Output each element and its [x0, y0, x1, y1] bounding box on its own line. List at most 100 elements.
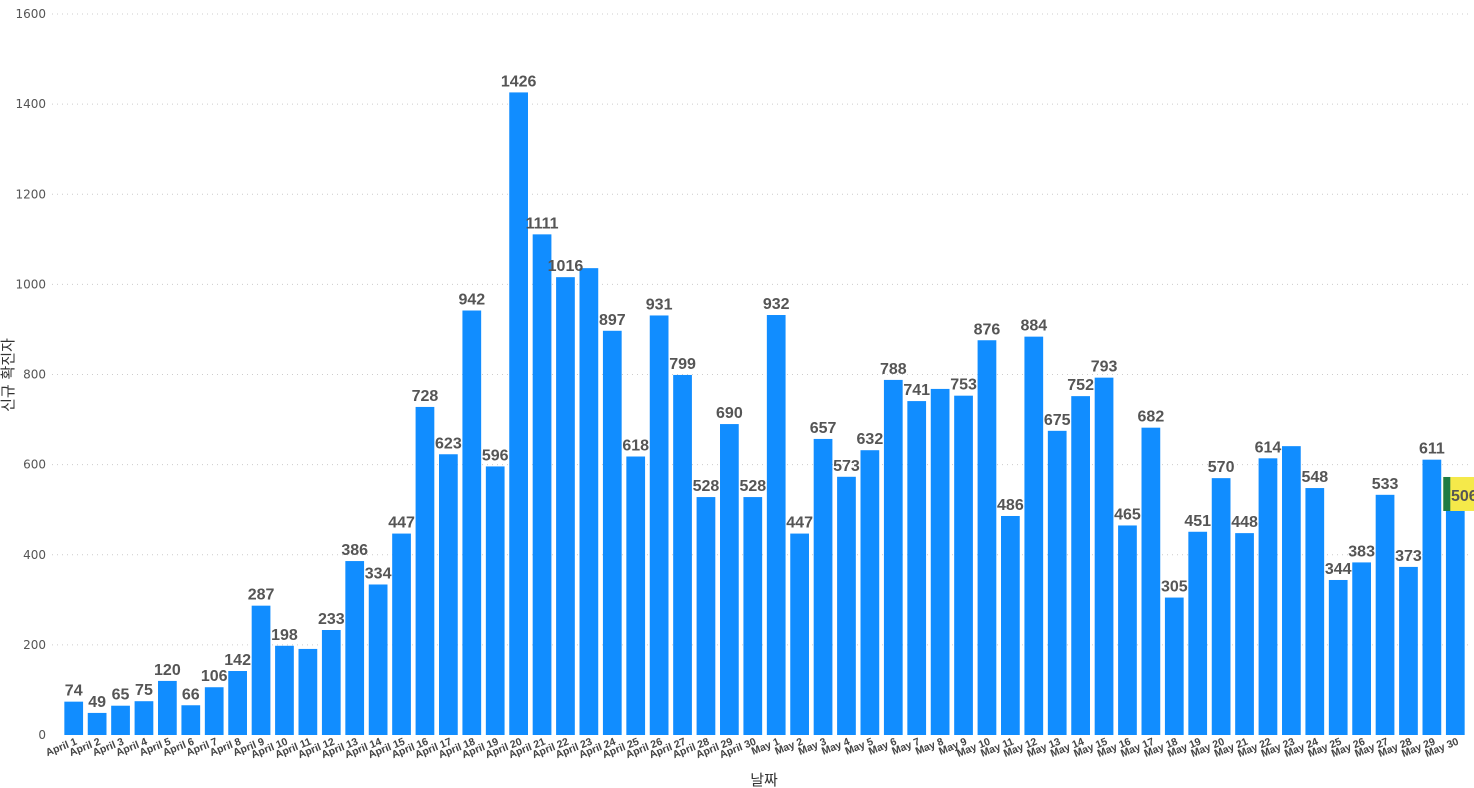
- bar[interactable]: [462, 310, 482, 735]
- bar[interactable]: [1071, 396, 1090, 735]
- highlight-marker: [1443, 476, 1451, 511]
- bar[interactable]: [111, 705, 130, 735]
- data-label: 682: [1138, 409, 1165, 426]
- y-axis-title: 신규 확진자: [0, 338, 17, 412]
- data-label: 66: [182, 686, 200, 703]
- bar[interactable]: [1164, 597, 1184, 735]
- bar[interactable]: [1001, 515, 1020, 735]
- data-label: 386: [341, 542, 368, 559]
- y-tick-label: 0: [38, 728, 46, 742]
- bar[interactable]: [87, 712, 107, 735]
- data-label: 373: [1395, 548, 1422, 565]
- bar[interactable]: [790, 533, 809, 735]
- data-label: 788: [880, 361, 907, 378]
- data-label: 533: [1372, 476, 1399, 493]
- bar[interactable]: [720, 424, 739, 735]
- bar[interactable]: [392, 533, 411, 735]
- bar[interactable]: [321, 630, 341, 735]
- data-label: 447: [786, 515, 813, 532]
- bar[interactable]: [1399, 566, 1418, 735]
- data-label: 614: [1255, 439, 1282, 456]
- y-tick-label: 1600: [15, 7, 46, 21]
- bar[interactable]: [556, 277, 575, 735]
- bar[interactable]: [1118, 525, 1137, 735]
- data-label: 728: [412, 388, 439, 405]
- data-label: 570: [1208, 459, 1235, 476]
- data-label: 932: [763, 296, 790, 313]
- bar[interactable]: [158, 680, 177, 735]
- data-label: 142: [224, 652, 251, 669]
- data-label: 596: [482, 447, 509, 464]
- bar[interactable]: [1235, 533, 1254, 735]
- bar[interactable]: [251, 605, 271, 735]
- bar[interactable]: [602, 330, 622, 735]
- bar[interactable]: [1258, 458, 1278, 735]
- y-tick-label: 800: [23, 368, 46, 382]
- bar[interactable]: [837, 476, 856, 735]
- bar[interactable]: [860, 450, 880, 735]
- data-label: 75: [135, 682, 153, 699]
- data-label: 632: [857, 431, 884, 448]
- bar[interactable]: [743, 497, 763, 735]
- data-label: 74: [65, 683, 83, 700]
- bar[interactable]: [298, 648, 318, 735]
- bar[interactable]: [509, 92, 528, 735]
- bar[interactable]: [1328, 579, 1348, 735]
- bar[interactable]: [134, 701, 154, 735]
- bar[interactable]: [1375, 494, 1395, 735]
- bar[interactable]: [930, 388, 950, 735]
- bar[interactable]: [1188, 531, 1208, 735]
- bar[interactable]: [415, 406, 435, 735]
- bar[interactable]: [1282, 446, 1301, 735]
- data-label: 383: [1348, 543, 1375, 560]
- bar[interactable]: [673, 374, 692, 735]
- data-label: 198: [271, 627, 298, 644]
- data-label: 942: [458, 292, 485, 309]
- bar[interactable]: [1024, 336, 1044, 735]
- data-label: 451: [1184, 513, 1211, 530]
- y-tick-label: 400: [23, 548, 46, 562]
- bar[interactable]: [579, 268, 599, 735]
- data-label: 876: [974, 321, 1001, 338]
- bar[interactable]: [1422, 459, 1442, 735]
- data-label: 65: [112, 687, 130, 704]
- bar[interactable]: [485, 466, 505, 735]
- data-label: 106: [201, 668, 228, 685]
- data-label: 752: [1067, 377, 1094, 394]
- bar[interactable]: [345, 561, 365, 735]
- bar[interactable]: [228, 671, 247, 735]
- bar[interactable]: [204, 687, 224, 735]
- bar[interactable]: [368, 584, 388, 735]
- bar[interactable]: [813, 438, 833, 735]
- bar[interactable]: [439, 454, 458, 735]
- bar[interactable]: [1094, 377, 1114, 735]
- bar[interactable]: [1445, 506, 1465, 735]
- x-axis-title: 날짜: [750, 771, 778, 788]
- data-label: 448: [1231, 514, 1258, 531]
- bar[interactable]: [883, 379, 903, 735]
- bar[interactable]: [954, 395, 973, 735]
- bar[interactable]: [275, 645, 294, 735]
- bar[interactable]: [649, 315, 669, 735]
- data-label: 931: [646, 296, 673, 313]
- bar[interactable]: [766, 315, 786, 735]
- data-label: 120: [154, 662, 181, 679]
- bar[interactable]: [977, 340, 997, 735]
- bar[interactable]: [1352, 562, 1371, 735]
- bar[interactable]: [907, 401, 927, 735]
- bar[interactable]: [1211, 478, 1231, 735]
- bar[interactable]: [64, 701, 84, 735]
- bar[interactable]: [1305, 488, 1325, 735]
- bar[interactable]: [1047, 430, 1067, 735]
- bar[interactable]: [626, 456, 646, 735]
- data-label: 287: [248, 587, 275, 604]
- data-label: 528: [693, 478, 720, 495]
- y-tick-label: 600: [23, 458, 46, 472]
- data-label: 753: [950, 377, 977, 394]
- bar[interactable]: [1141, 427, 1161, 735]
- bar[interactable]: [532, 234, 552, 735]
- bar[interactable]: [696, 497, 716, 735]
- bar[interactable]: [181, 705, 201, 735]
